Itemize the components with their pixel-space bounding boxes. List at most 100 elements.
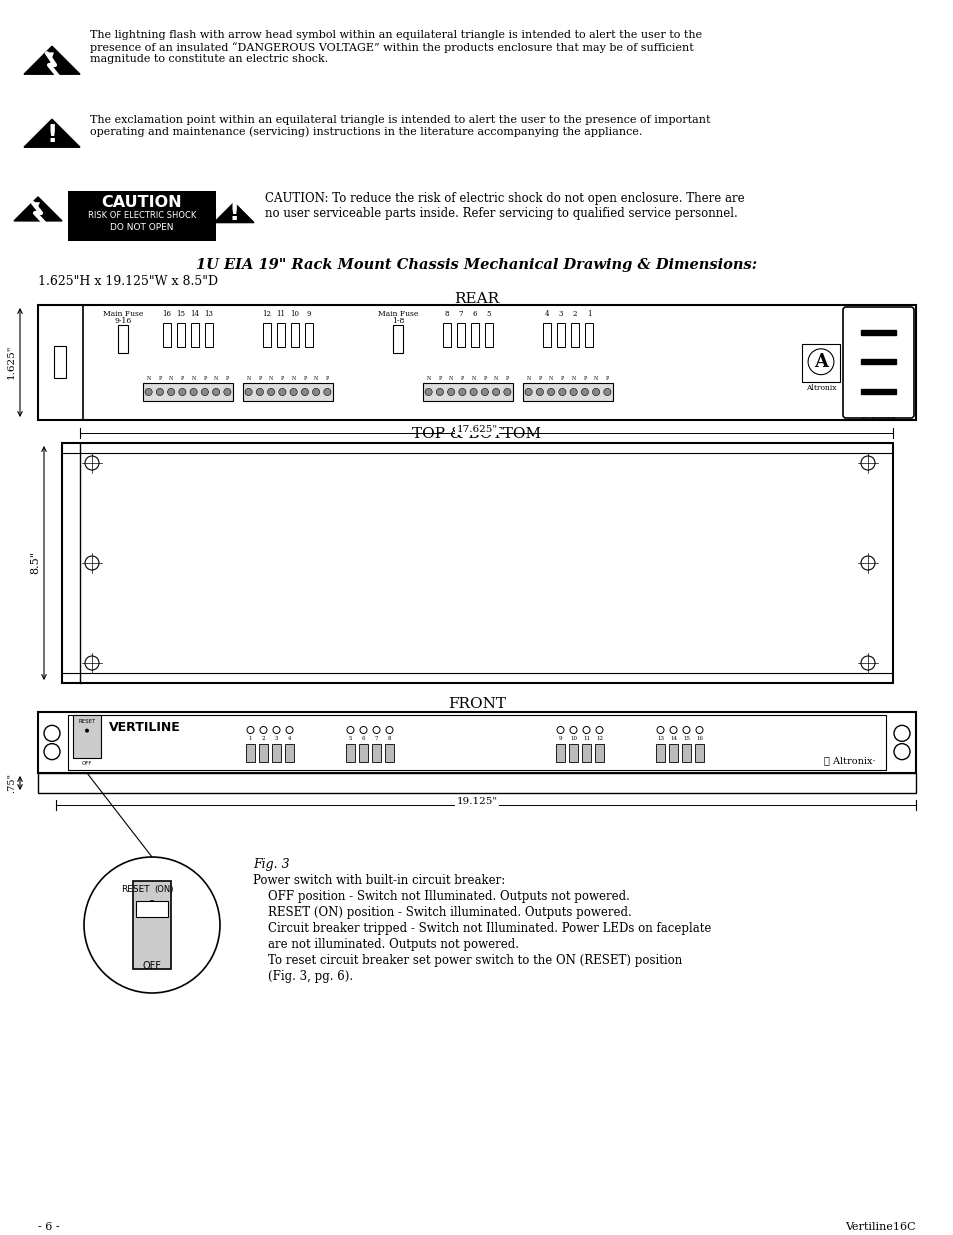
Text: The lightning flash with arrow head symbol within an equilateral triangle is int: The lightning flash with arrow head symb… — [90, 30, 701, 64]
Bar — [582, 743, 591, 762]
Text: N: N — [192, 375, 195, 382]
Circle shape — [178, 388, 186, 395]
Bar — [38, 773, 915, 793]
Text: 3: 3 — [274, 736, 278, 741]
Bar — [522, 383, 613, 401]
Text: 8: 8 — [444, 310, 449, 317]
Text: N: N — [169, 375, 173, 382]
Text: 8.5": 8.5" — [30, 552, 40, 574]
Bar — [801, 343, 840, 382]
Text: 10: 10 — [291, 310, 299, 317]
Text: - 6 -: - 6 - — [38, 1221, 59, 1233]
Text: DO NOT OPEN: DO NOT OPEN — [111, 224, 173, 232]
Circle shape — [436, 388, 443, 395]
Text: Vertiline16C: Vertiline16C — [844, 1221, 915, 1233]
Text: 7: 7 — [458, 310, 463, 317]
Circle shape — [603, 388, 610, 395]
Text: P: P — [203, 375, 206, 382]
Text: 4: 4 — [544, 310, 549, 317]
Text: N: N — [213, 375, 218, 382]
Circle shape — [547, 388, 554, 395]
Circle shape — [168, 388, 174, 395]
Bar — [68, 191, 215, 241]
Text: 1.625": 1.625" — [7, 345, 16, 379]
Text: 5: 5 — [349, 736, 352, 741]
Bar — [143, 383, 233, 401]
Text: Ⓐ Altronix·: Ⓐ Altronix· — [823, 756, 875, 764]
Bar — [695, 743, 703, 762]
Text: N: N — [471, 375, 476, 382]
Circle shape — [425, 388, 432, 395]
Text: 1: 1 — [586, 310, 591, 317]
Circle shape — [313, 388, 319, 395]
Text: 3: 3 — [558, 310, 562, 317]
Text: 12: 12 — [596, 736, 602, 741]
Bar — [246, 743, 255, 762]
Polygon shape — [14, 196, 62, 221]
Text: 2: 2 — [572, 310, 577, 317]
Bar — [305, 324, 313, 347]
Text: N: N — [291, 375, 295, 382]
Bar — [243, 383, 333, 401]
Text: 6: 6 — [473, 310, 476, 317]
Bar — [191, 324, 199, 347]
Text: P: P — [437, 375, 441, 382]
Bar — [860, 330, 896, 335]
Bar — [291, 324, 298, 347]
Text: P: P — [605, 375, 608, 382]
Circle shape — [213, 388, 219, 395]
Text: P: P — [460, 375, 463, 382]
Text: 10: 10 — [569, 736, 577, 741]
Circle shape — [447, 388, 455, 395]
Text: P: P — [258, 375, 261, 382]
Text: !: ! — [47, 124, 57, 147]
Bar — [656, 743, 665, 762]
Circle shape — [84, 857, 220, 993]
Text: FRONT: FRONT — [448, 697, 505, 711]
Text: 4: 4 — [288, 736, 291, 741]
Circle shape — [492, 388, 499, 395]
Text: 1U EIA 19" Rack Mount Chassis Mechanical Drawing & Dimensions:: 1U EIA 19" Rack Mount Chassis Mechanical… — [196, 258, 757, 272]
Polygon shape — [45, 52, 59, 75]
Text: 14: 14 — [191, 310, 199, 317]
Text: N: N — [526, 375, 530, 382]
Text: P: P — [180, 375, 184, 382]
Circle shape — [156, 388, 163, 395]
Text: 12: 12 — [262, 310, 272, 317]
Text: Circuit breaker tripped - Switch not Illuminated. Power LEDs on faceplate: Circuit breaker tripped - Switch not Ill… — [253, 923, 711, 935]
Text: N: N — [246, 375, 251, 382]
Text: P: P — [537, 375, 541, 382]
Text: 16: 16 — [162, 310, 172, 317]
Circle shape — [323, 388, 331, 395]
Bar — [38, 305, 915, 420]
Text: Power switch with built-in circuit breaker:: Power switch with built-in circuit break… — [253, 874, 505, 887]
Bar — [259, 743, 268, 762]
Text: .75": .75" — [7, 773, 16, 793]
Text: RESET: RESET — [121, 885, 150, 894]
Text: N: N — [494, 375, 497, 382]
Text: Main Fuse: Main Fuse — [103, 310, 143, 317]
Text: 14: 14 — [669, 736, 677, 741]
Text: CAUTION: CAUTION — [102, 195, 182, 210]
Text: TOP & BOTTOM: TOP & BOTTOM — [412, 427, 541, 441]
Text: P: P — [158, 375, 161, 382]
Bar — [569, 743, 578, 762]
Bar — [68, 715, 885, 769]
Bar — [393, 325, 402, 353]
Text: CAUTION: To reduce the risk of electric shock do not open enclosure. There are
n: CAUTION: To reduce the risk of electric … — [265, 191, 744, 220]
Bar — [73, 715, 101, 758]
Text: P: P — [560, 375, 563, 382]
Text: N: N — [426, 375, 431, 382]
Polygon shape — [24, 120, 80, 147]
Text: 17.625": 17.625" — [456, 425, 497, 433]
Bar — [136, 902, 168, 918]
Text: VERTILINE: VERTILINE — [109, 721, 180, 734]
Text: OFF: OFF — [142, 961, 161, 971]
Circle shape — [290, 388, 297, 395]
Bar — [571, 324, 578, 347]
Text: are not illuminated. Outputs not powered.: are not illuminated. Outputs not powered… — [253, 939, 518, 951]
Bar — [359, 743, 368, 762]
Bar — [556, 743, 565, 762]
Text: AC POWER: AC POWER — [860, 417, 896, 422]
Text: (ON): (ON) — [153, 885, 173, 894]
